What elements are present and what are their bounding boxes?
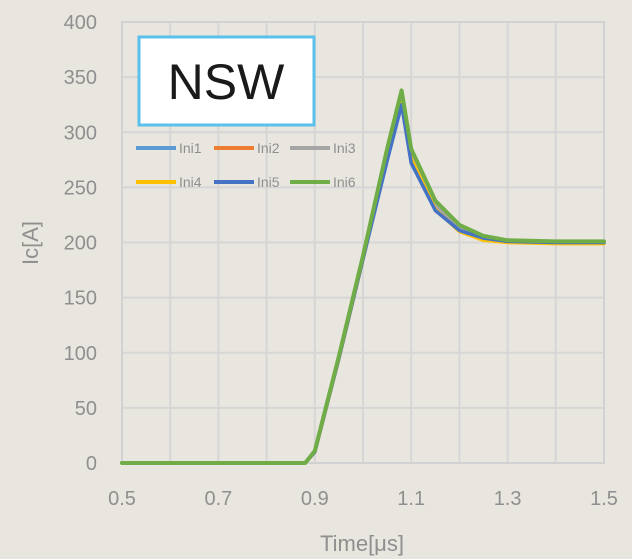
x-tick-label: 1.3	[494, 488, 522, 510]
y-tick-label: 300	[64, 122, 97, 144]
y-tick-label: 150	[64, 288, 97, 310]
x-tick-label: 1.1	[397, 488, 425, 510]
legend-label-ini2: Ini2	[257, 140, 280, 156]
series-layer	[120, 88, 606, 465]
legend-label-ini3: Ini3	[333, 140, 356, 156]
legend-label-ini4: Ini4	[179, 174, 202, 190]
x-tick-label: 0.5	[108, 488, 136, 510]
legend-label-ini5: Ini5	[257, 174, 280, 190]
y-tick-label: 50	[75, 398, 97, 420]
y-axis-label: Ic[A]	[18, 221, 43, 265]
annotation-box	[137, 35, 316, 127]
x-tick-label: 0.7	[204, 488, 232, 510]
y-tick-label: 350	[64, 67, 97, 89]
series-line-ini6	[120, 88, 606, 465]
y-tick-label: 0	[86, 453, 97, 475]
x-tick-label: 1.5	[590, 488, 618, 510]
y-tick-label: 200	[64, 233, 97, 255]
legend-label-ini6: Ini6	[333, 174, 356, 190]
x-axis-ticks: 0.5 0.7 0.9 1.1 1.3 1.5	[108, 488, 618, 510]
y-tick-label: 250	[64, 177, 97, 199]
y-axis-ticks: 0 50 100 150 200 250 300 350 400	[64, 12, 97, 475]
annotation-text: NSW	[168, 54, 285, 110]
x-axis-label: Time[μs]	[320, 531, 404, 556]
legend-label-ini1: Ini1	[179, 140, 202, 156]
y-tick-label: 400	[64, 12, 97, 34]
legend: Ini1 Ini2 Ini3 Ini4 Ini5 Ini6	[136, 140, 356, 190]
x-tick-label: 0.9	[301, 488, 329, 510]
y-tick-label: 100	[64, 343, 97, 365]
